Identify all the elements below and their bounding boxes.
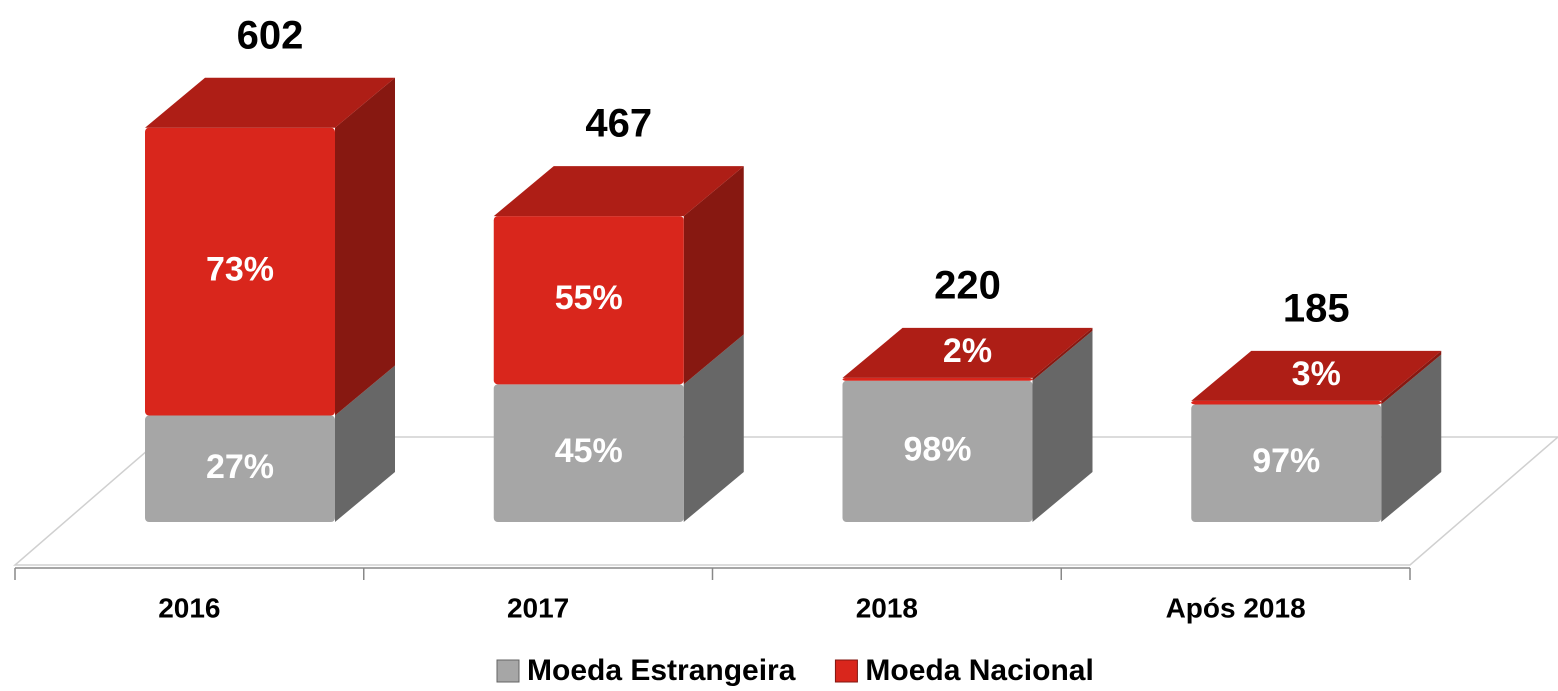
total-label: 602 <box>237 13 304 57</box>
x-tick-label: 2018 <box>856 592 918 623</box>
data-label: 97% <box>1252 442 1320 480</box>
x-tick-label: Após 2018 <box>1166 592 1306 623</box>
data-label: 73% <box>206 251 274 289</box>
legend-swatch <box>496 659 520 683</box>
data-label: 98% <box>903 430 971 468</box>
legend-label: Moeda Estrangeira <box>527 654 796 687</box>
bar-segment <box>1191 400 1382 405</box>
floor <box>12 436 1558 566</box>
bar-side <box>683 166 744 385</box>
bar-side <box>1381 350 1442 405</box>
bar-side <box>1032 327 1093 381</box>
data-label: 3% <box>1292 355 1341 393</box>
total-label: 467 <box>585 102 652 146</box>
bar-side <box>335 77 395 416</box>
bar-top <box>145 77 395 128</box>
total-label: 220 <box>934 263 1001 307</box>
bar-segment <box>145 127 335 416</box>
bar-side <box>1381 354 1442 522</box>
total-label: 185 <box>1283 286 1350 330</box>
bar-top <box>493 166 744 217</box>
bar-top <box>842 327 1093 378</box>
data-label: 55% <box>555 279 623 317</box>
x-tick-label: 2016 <box>158 592 220 623</box>
data-label: 2% <box>943 332 992 370</box>
bar-segment <box>493 216 684 385</box>
bar-segment <box>145 415 335 522</box>
legend-swatch <box>834 659 858 683</box>
x-tick-label: 2017 <box>507 592 569 623</box>
bar-side <box>1032 330 1093 522</box>
data-label: 27% <box>206 448 274 486</box>
bar-segment <box>493 384 684 522</box>
bar-top <box>1191 350 1442 401</box>
bar-side <box>335 365 395 522</box>
bar-segment <box>1191 404 1382 522</box>
bar-side <box>683 334 744 522</box>
bar-segment <box>842 377 1033 381</box>
legend-label: Moeda Nacional <box>865 654 1093 687</box>
bar-segment <box>842 380 1033 522</box>
data-label: 45% <box>555 432 623 470</box>
